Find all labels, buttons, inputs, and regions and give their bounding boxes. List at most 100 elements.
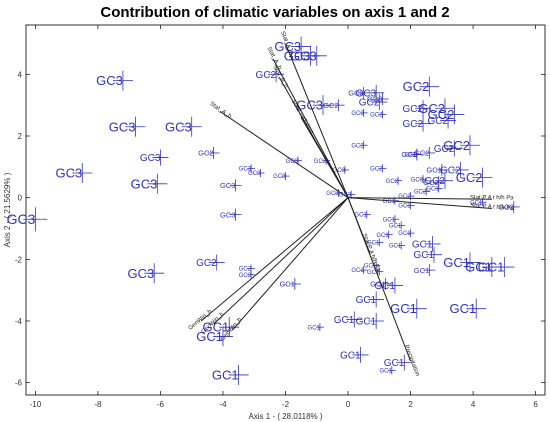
point-label: GC1 [426, 166, 441, 175]
point-label: GC3 [290, 48, 317, 63]
data-point: GC3 [296, 95, 334, 116]
point-label: GC2 [370, 166, 383, 172]
x-tick-label: -10 [30, 400, 42, 409]
data-point: GC3 [290, 45, 327, 66]
vector-line [213, 197, 349, 325]
data-point: GC1 [212, 364, 249, 385]
data-point: GC3 [56, 163, 93, 183]
point-label: GC1 [398, 231, 411, 237]
data-point: GC2 [434, 140, 463, 157]
data-point: GC2 [424, 172, 453, 189]
point-label: GC3 [127, 266, 154, 281]
point-label: GC2 [256, 70, 277, 81]
data-point: GC1 [449, 298, 487, 319]
variable-vector: Solar radiation [290, 99, 349, 198]
data-point: GC1 [384, 354, 413, 371]
y-tick-label: -6 [15, 379, 23, 388]
x-tick-label: -6 [157, 400, 165, 409]
data-point: GC3 [140, 149, 169, 166]
data-point: GC1 [389, 221, 406, 230]
vector-line [272, 58, 349, 198]
vector-line [231, 197, 349, 331]
point-label: GC2 [314, 159, 327, 165]
point-label: GC1 [412, 239, 433, 250]
point-label: GC3 [56, 166, 83, 181]
point-label: GC2 [351, 111, 364, 117]
data-point: GC2 [428, 112, 457, 129]
x-tick-label: 0 [346, 400, 351, 409]
x-tick-label: -8 [94, 400, 102, 409]
point-label: GC3 [367, 95, 382, 104]
point-label: GC3 [165, 119, 192, 134]
point-label: GC1 [364, 264, 377, 270]
x-tick-label: -4 [219, 400, 227, 409]
point-label: GC3 [273, 174, 286, 180]
data-point: GC2 [370, 110, 387, 119]
point-label: GC2 [401, 150, 416, 159]
data-point: GC1 [356, 291, 385, 308]
data-point: GC3 [165, 116, 202, 137]
data-point: GC3 [7, 207, 48, 232]
point-label: GC1 [390, 301, 417, 316]
point-label: GC2 [414, 190, 427, 196]
point-label: GC1 [414, 266, 429, 275]
data-point: GC2 [403, 115, 432, 132]
data-point: GC1 [414, 264, 436, 277]
data-point: GC3 [367, 93, 389, 105]
point-label: GC2 [198, 149, 213, 158]
vector-line [285, 43, 349, 198]
data-point: GC2 [398, 192, 415, 200]
point-label: GC1 [212, 368, 239, 383]
data-point: GC1 [389, 241, 406, 250]
data-point: GC1 [379, 366, 396, 374]
data-point: GC2 [359, 94, 388, 111]
point-label: GC3 [239, 166, 252, 172]
point-label: GC2 [456, 170, 483, 185]
data-point: GC2 [198, 146, 220, 159]
point-label: GC1 [379, 368, 392, 374]
y-tick-label: 0 [18, 194, 23, 203]
point-label: GC1 [334, 315, 355, 326]
point-label: GC2 [434, 144, 455, 155]
data-point: GC3 [333, 165, 349, 174]
x-axis-label: Axis 1 - ( 28.0118% ) [248, 412, 322, 421]
data-point: GC2 [196, 254, 225, 271]
point-label: GC3 [96, 73, 123, 88]
data-point: GC3 [411, 175, 428, 183]
point-label: GC2 [403, 104, 424, 115]
point-label: GC1 [340, 350, 361, 361]
data-point: GC1 [478, 257, 515, 278]
data-point: GC2 [351, 108, 368, 117]
point-label: GC1 [389, 244, 402, 250]
data-point: GC3 [220, 208, 242, 221]
data-point: GC1 [351, 266, 368, 274]
data-point: GC2 [498, 200, 520, 213]
point-label: GC1 [389, 224, 402, 230]
point-label: GC2 [239, 267, 252, 273]
data-point: GC3 [220, 179, 242, 192]
data-point: GC3 [356, 84, 385, 101]
data-point: GC3 [273, 172, 290, 180]
point-label: GC1 [383, 217, 396, 223]
point-label: GC1 [308, 325, 321, 331]
chart-title: Contribution of climatic variables on ax… [100, 4, 450, 21]
point-label: GC1 [279, 280, 294, 289]
vector-label: Stat P A t h/h Pa [470, 203, 515, 212]
data-point: GC3 [127, 263, 165, 284]
data-point: GC1 [390, 298, 427, 319]
data-point: GC2 [323, 99, 345, 112]
point-label: GC3 [220, 210, 235, 219]
data-point: GC2 [401, 148, 423, 161]
point-label: GC3 [356, 88, 377, 99]
data-point: GC2 [440, 161, 469, 178]
point-label: GC2 [239, 273, 252, 279]
point-label: GC1 [376, 233, 389, 239]
data-point: GC3 [131, 173, 168, 194]
point-label: GC2 [498, 203, 513, 212]
point-label: GC3 [284, 48, 311, 63]
point-label: GC3 [348, 88, 363, 97]
point-label: GC3 [286, 159, 299, 165]
point-label: GC3 [248, 171, 261, 177]
vector-line [200, 197, 349, 322]
vector-label: Stat_A_h [208, 101, 232, 120]
